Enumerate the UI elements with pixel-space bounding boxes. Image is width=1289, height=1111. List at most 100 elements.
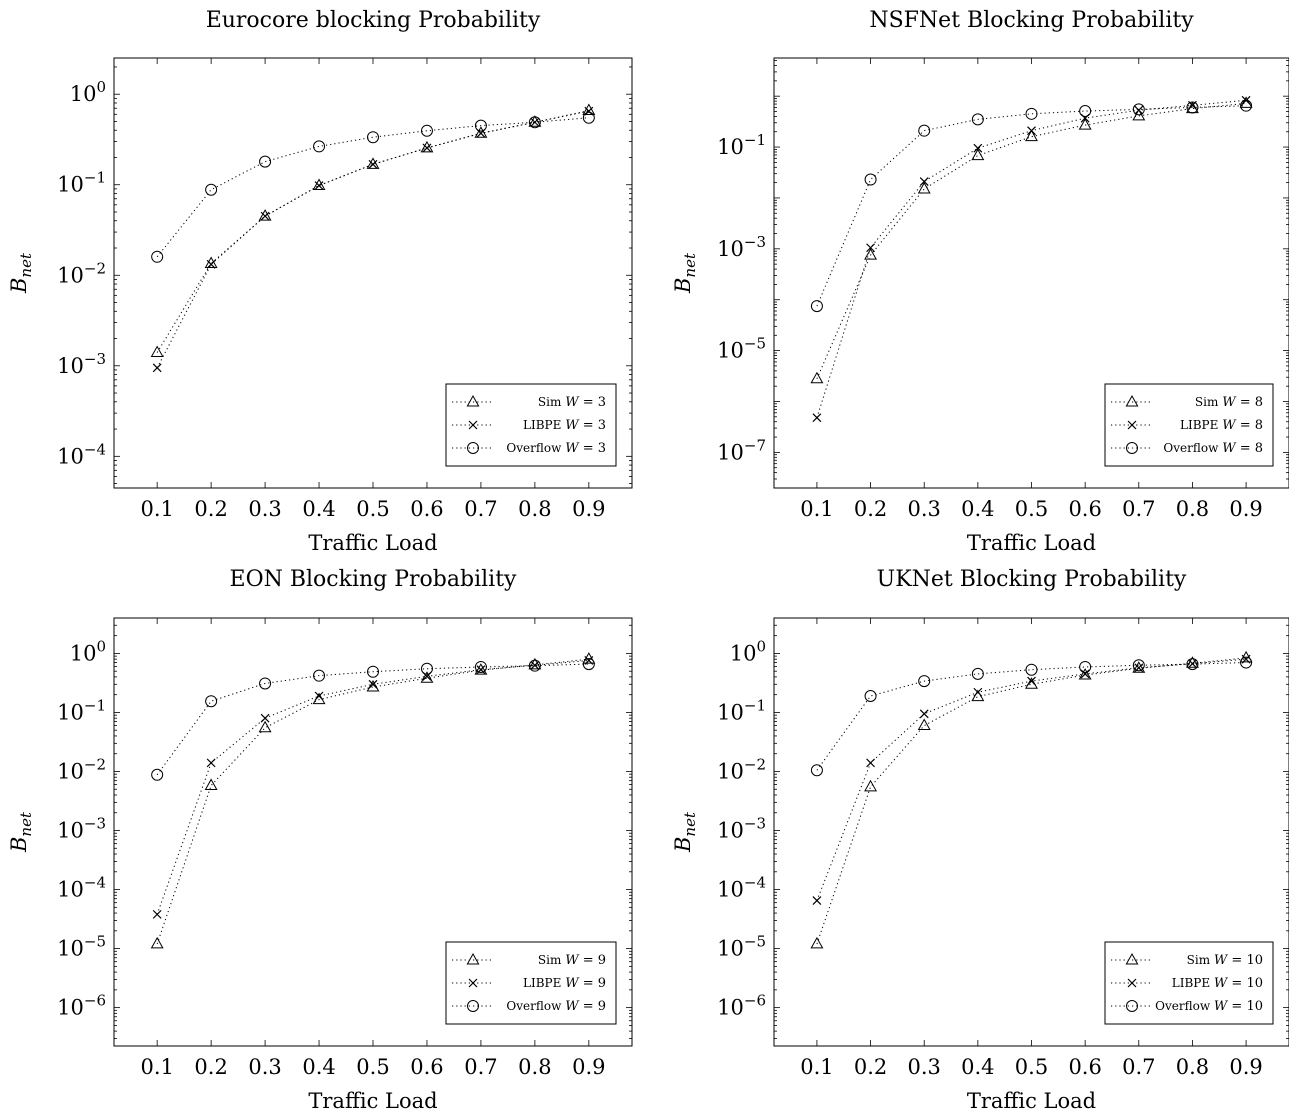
y-tick-label: 10−6 bbox=[717, 992, 766, 1020]
y-axis-label: Bnet bbox=[671, 811, 699, 853]
data-point bbox=[1132, 661, 1146, 673]
data-point bbox=[260, 211, 270, 221]
legend-label: Overflow W = 10 bbox=[1155, 999, 1263, 1014]
y-tick-label: 10−4 bbox=[57, 440, 106, 468]
data-point bbox=[582, 111, 595, 124]
data-point bbox=[971, 113, 984, 126]
data-point bbox=[258, 209, 272, 221]
x-axis-label: Traffic Load bbox=[967, 1089, 1096, 1111]
data-point bbox=[971, 148, 985, 161]
x-tick-label: 0.5 bbox=[356, 497, 389, 521]
y-tick-label: 10−6 bbox=[57, 992, 106, 1020]
data-point bbox=[206, 758, 216, 768]
chart-title: NSFNet Blocking Probability bbox=[869, 8, 1194, 33]
data-point bbox=[314, 691, 324, 701]
series-line bbox=[156, 663, 589, 776]
data-point bbox=[259, 155, 272, 168]
legend-label: LIBPE W = 8 bbox=[1180, 418, 1263, 433]
data-point bbox=[528, 116, 541, 129]
x-tick-label: 0.2 bbox=[194, 1055, 227, 1079]
series-sim bbox=[810, 96, 1253, 384]
data-point bbox=[919, 709, 929, 719]
x-tick-label: 0.8 bbox=[518, 497, 551, 521]
x-tick-label: 0.8 bbox=[1176, 497, 1209, 521]
x-tick-label: 0.8 bbox=[1176, 1055, 1209, 1079]
data-point bbox=[917, 181, 931, 194]
data-point bbox=[1078, 118, 1092, 130]
legend-marker bbox=[466, 394, 480, 407]
legend-marker bbox=[1127, 978, 1137, 988]
x-tick-label: 0.6 bbox=[1068, 497, 1101, 521]
y-tick-label: 10−1 bbox=[57, 696, 106, 724]
x-tick-label: 0.7 bbox=[464, 497, 497, 521]
data-point bbox=[150, 936, 164, 949]
data-point bbox=[917, 718, 931, 731]
data-point bbox=[420, 671, 434, 683]
series-line bbox=[816, 102, 1247, 379]
data-point bbox=[313, 140, 326, 153]
data-point bbox=[204, 256, 218, 268]
data-point bbox=[1027, 676, 1036, 686]
y-tick-label: 10−4 bbox=[57, 874, 106, 902]
x-tick-label: 0.3 bbox=[248, 497, 281, 521]
data-point bbox=[1132, 108, 1146, 121]
data-point bbox=[474, 660, 487, 673]
chart-title: UKNet Blocking Probability bbox=[877, 567, 1187, 592]
data-point bbox=[1025, 677, 1038, 689]
x-tick-label: 0.9 bbox=[1229, 1055, 1262, 1079]
series-overflow bbox=[810, 656, 1253, 777]
y-tick-label: 10−1 bbox=[717, 131, 766, 159]
series-overflow bbox=[810, 99, 1253, 313]
series-line bbox=[156, 659, 589, 915]
y-tick-label: 100 bbox=[70, 78, 106, 106]
data-point bbox=[204, 778, 218, 790]
x-tick-label: 0.9 bbox=[1229, 497, 1262, 521]
series-line bbox=[816, 657, 1247, 945]
data-point bbox=[864, 689, 877, 702]
data-point bbox=[864, 779, 878, 792]
x-tick-label: 0.6 bbox=[410, 1055, 443, 1079]
data-point bbox=[366, 679, 380, 692]
data-point bbox=[420, 140, 434, 153]
data-point bbox=[1240, 99, 1253, 112]
data-point bbox=[584, 106, 594, 116]
data-point bbox=[1027, 126, 1036, 136]
series-line bbox=[156, 658, 589, 945]
y-axis-label: Bnet bbox=[7, 252, 35, 294]
chart-title: Eurocore blocking Probability bbox=[206, 8, 541, 33]
legend: Sim W = 10 LIBPE W = 10 Overflow W = 10 bbox=[1104, 941, 1274, 1025]
data-point bbox=[367, 131, 379, 144]
series-line bbox=[156, 117, 589, 258]
chart-panel: EON Blocking Probability 10−6 10−5 10−4 10−3… bbox=[7, 567, 633, 1111]
data-point bbox=[864, 173, 877, 186]
y-tick-label: 10−3 bbox=[57, 815, 106, 843]
x-axis-label: Traffic Load bbox=[308, 1089, 437, 1111]
x-tick-label: 0.4 bbox=[961, 1055, 994, 1079]
data-point bbox=[530, 660, 540, 670]
x-tick-label: 0.8 bbox=[518, 1055, 551, 1079]
data-point bbox=[1025, 107, 1038, 120]
x-tick-label: 0.1 bbox=[800, 497, 833, 521]
data-point bbox=[528, 657, 542, 670]
x-tick-label: 0.3 bbox=[248, 1055, 281, 1079]
legend-marker bbox=[466, 952, 480, 965]
data-point bbox=[1186, 658, 1199, 671]
data-point bbox=[1186, 101, 1199, 114]
data-point bbox=[918, 675, 931, 688]
legend-marker bbox=[467, 1000, 479, 1012]
x-tick-label: 0.4 bbox=[302, 497, 335, 521]
legend-marker bbox=[468, 420, 478, 430]
data-point bbox=[150, 345, 164, 358]
data-point bbox=[313, 669, 326, 682]
data-point bbox=[1134, 105, 1144, 115]
x-tick-label: 0.5 bbox=[1015, 497, 1048, 521]
y-tick-label: 10−4 bbox=[717, 874, 766, 902]
x-tick-label: 0.5 bbox=[1015, 1055, 1048, 1079]
data-point bbox=[866, 243, 875, 253]
data-point bbox=[151, 768, 164, 781]
chart-panel: UKNet Blocking Probability 10−6 10−5 10−4 10… bbox=[671, 567, 1289, 1111]
x-tick-label: 0.7 bbox=[1122, 1055, 1155, 1079]
data-point bbox=[812, 413, 822, 423]
legend-marker bbox=[1126, 442, 1138, 454]
x-tick-label: 0.3 bbox=[908, 497, 941, 521]
